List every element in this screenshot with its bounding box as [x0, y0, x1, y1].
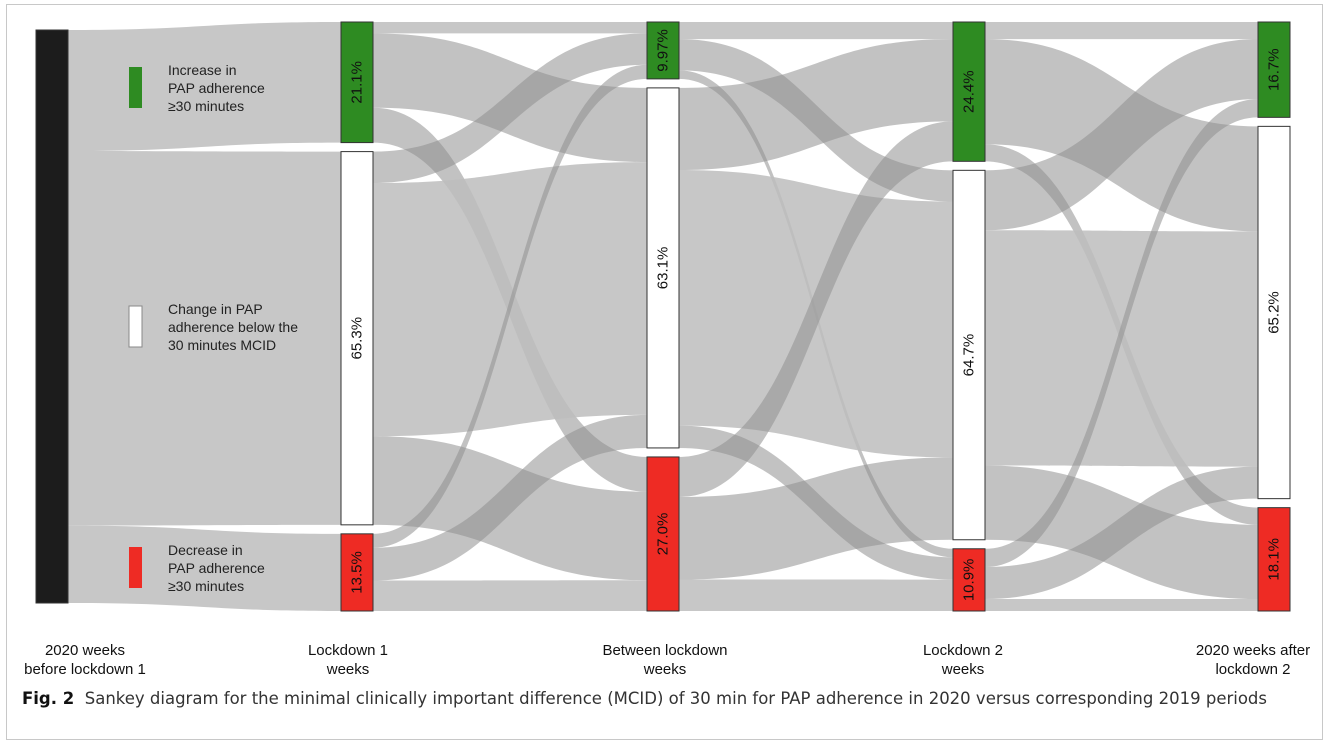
legend: Increase in PAP adherence ≥30 minutes Chang… — [128, 62, 298, 594]
node-after-increase-bar — [1257, 21, 1291, 118]
node-ld1-increase-bar — [340, 21, 374, 144]
node-before-all — [35, 29, 69, 604]
sankey-diagram: 21.1% 65.3% 13.5% 9.97% 63.1% 27.0% 24.4% 64.7%… — [24, 21, 1310, 678]
flows-layer — [68, 22, 1258, 611]
stage-label-ld1-0: Lockdown 1 — [308, 642, 388, 659]
legend-text-decrease-1: PAP adherence — [168, 560, 265, 576]
flow-before-0-to-ld1-2 — [68, 525, 341, 611]
flow-between-2-to-ld2-2 — [679, 579, 953, 611]
node-after-change-label: 65.2% — [1266, 291, 1283, 334]
legend-swatch-decrease — [129, 547, 142, 588]
stage-labels: 2020 weeks before lockdown 1 Lockdown 1 wee… — [24, 642, 1310, 678]
legend-item-increase: Increase in PAP adherence ≥30 minutes — [129, 62, 265, 114]
flow-between-2-to-ld2-1 — [679, 457, 953, 580]
node-after-decrease-bar — [1257, 507, 1291, 612]
node-between-increase-label: 9.97% — [655, 29, 672, 72]
flow-ld1-1-to-between-1 — [373, 162, 647, 437]
node-ld1-decrease-bar — [340, 533, 374, 612]
figure-caption: Fig. 2 Sankey diagram for the minimal cl… — [22, 686, 1312, 711]
stage-label-before-0: 2020 weeks — [45, 642, 125, 659]
legend-text-increase-2: ≥30 minutes — [168, 98, 244, 114]
node-after-increase: 16.7% — [1257, 21, 1291, 118]
node-ld2-increase: 24.4% — [952, 21, 986, 162]
node-ld1-change-bar — [340, 151, 374, 526]
legend-item-change: Change in PAP adherence below the 30 minut… — [128, 301, 298, 353]
node-before-all-bar — [35, 29, 69, 604]
stage-label-ld2-0: Lockdown 2 — [923, 642, 1003, 659]
node-after-increase-label: 16.7% — [1266, 48, 1283, 91]
stage-label-before-1: before lockdown 1 — [24, 661, 146, 678]
figure-label: Fig. 2 — [22, 689, 75, 708]
stage-label-between-0: Between lockdown — [602, 642, 727, 659]
node-ld2-increase-label: 24.4% — [961, 70, 978, 113]
node-between-change-label: 63.1% — [655, 247, 672, 290]
caption-text: Sankey diagram for the minimal clinicall… — [84, 689, 1268, 708]
stage-label-after-0: 2020 weeks after — [1196, 642, 1310, 659]
stage-label-ld1-1: weeks — [326, 661, 370, 678]
node-between-increase-bar — [646, 21, 680, 80]
nodes-layer: 21.1% 65.3% 13.5% 9.97% 63.1% 27.0% 24.4% 64.7%… — [35, 21, 1291, 612]
node-ld2-change-bar — [952, 169, 986, 541]
flow-ld2-0-to-after-0 — [985, 22, 1258, 40]
flow-between-2-to-ld2-0 — [679, 121, 953, 497]
node-ld1-decrease-label: 13.5% — [349, 551, 366, 594]
legend-swatch-increase — [129, 67, 142, 108]
node-ld1-change: 65.3% — [340, 151, 374, 526]
stage-label-between-1: weeks — [643, 661, 687, 678]
node-ld1-change-label: 65.3% — [349, 317, 366, 360]
legend-item-decrease: Decrease in PAP adherence ≥30 minutes — [129, 542, 265, 594]
flow-ld1-2-to-between-1 — [373, 414, 647, 581]
node-ld2-increase-bar — [952, 21, 986, 162]
flow-ld1-2-to-between-0 — [373, 64, 647, 548]
legend-text-increase-0: Increase in — [168, 62, 236, 78]
node-after-decrease: 18.1% — [1257, 507, 1291, 612]
stage-label-after-1: lockdown 2 — [1215, 661, 1290, 678]
node-ld2-change-label: 64.7% — [961, 334, 978, 377]
flow-between-0-to-ld2-0 — [679, 22, 953, 40]
legend-swatch-change — [128, 305, 143, 348]
legend-text-change-0: Change in PAP — [168, 301, 263, 317]
legend-text-change-1: adherence below the — [168, 319, 298, 335]
flow-before-0-to-ld1-0 — [68, 22, 341, 152]
flow-ld2-2-to-after-1 — [985, 466, 1258, 600]
node-between-decrease-label: 27.0% — [655, 513, 672, 556]
node-after-change: 65.2% — [1257, 125, 1291, 500]
node-ld1-increase: 21.1% — [340, 21, 374, 144]
node-between-increase: 9.97% — [646, 21, 680, 80]
flow-between-1-to-ld2-0 — [679, 39, 953, 171]
node-after-decrease-label: 18.1% — [1266, 538, 1283, 581]
node-between-decrease: 27.0% — [646, 456, 680, 612]
flow-ld2-1-to-after-0 — [985, 39, 1258, 231]
legend-text-change-2: 30 minutes MCID — [168, 337, 276, 353]
node-ld2-decrease: 10.9% — [952, 548, 986, 612]
flow-ld2-2-to-after-2 — [985, 599, 1258, 611]
node-ld1-decrease: 13.5% — [340, 533, 374, 612]
stage-label-ld2-1: weeks — [941, 661, 985, 678]
flow-ld1-0-to-between-0 — [373, 22, 647, 34]
node-between-change-bar — [646, 87, 680, 449]
legend-text-increase-1: PAP adherence — [168, 80, 265, 96]
legend-text-decrease-0: Decrease in — [168, 542, 243, 558]
flow-before-0-to-ld1-1 — [68, 151, 341, 526]
legend-text-decrease-2: ≥30 minutes — [168, 578, 244, 594]
node-ld2-decrease-label: 10.9% — [961, 559, 978, 602]
flow-ld2-1-to-after-1 — [985, 230, 1258, 467]
node-between-decrease-bar — [646, 456, 680, 612]
node-ld2-decrease-bar — [952, 548, 986, 612]
flow-ld1-1-to-between-0 — [373, 33, 647, 184]
node-between-change: 63.1% — [646, 87, 680, 449]
node-ld1-increase-label: 21.1% — [349, 61, 366, 104]
flow-ld1-2-to-between-2 — [373, 580, 647, 611]
flow-ld2-2-to-after-0 — [985, 99, 1258, 568]
node-after-change-bar — [1257, 125, 1291, 500]
node-ld2-change: 64.7% — [952, 169, 986, 541]
